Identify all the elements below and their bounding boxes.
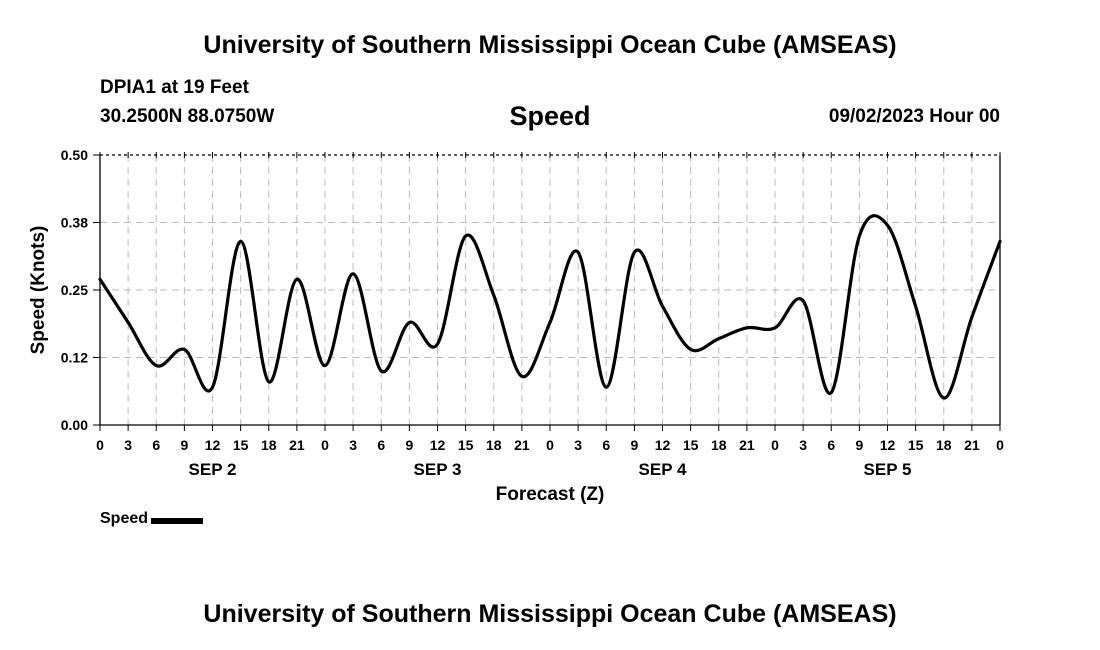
y-tick-label: 0.25	[61, 282, 88, 298]
x-tick-label: 3	[124, 437, 132, 453]
x-tick-label: 18	[711, 437, 727, 453]
y-axis-title: Speed (Knots)	[28, 226, 49, 355]
day-label: SEP 4	[639, 460, 687, 479]
x-tick-label: 0	[996, 437, 1004, 453]
x-tick-label: 9	[855, 437, 863, 453]
x-tick-label: 21	[739, 437, 755, 453]
legend: Speed	[100, 510, 204, 528]
x-tick-label: 18	[261, 437, 277, 453]
x-tick-label: 18	[486, 437, 502, 453]
x-tick-label: 9	[180, 437, 188, 453]
x-axis-title: Forecast (Z)	[496, 484, 605, 505]
x-tick-label: 9	[630, 437, 638, 453]
x-tick-label: 15	[908, 437, 924, 453]
chart-title: University of Southern Mississippi Ocean…	[203, 31, 897, 59]
x-tick-label: 6	[602, 437, 610, 453]
x-tick-label: 3	[799, 437, 807, 453]
variable-title: Speed	[509, 101, 591, 131]
x-tick-label: 15	[683, 437, 699, 453]
y-tick-label: 0.50	[61, 147, 88, 163]
x-tick-label: 3	[574, 437, 582, 453]
x-tick-label: 12	[655, 437, 671, 453]
axes	[93, 152, 1001, 431]
day-label: SEP 3	[414, 460, 462, 479]
x-tick-label: 0	[96, 437, 104, 453]
x-tick-label: 12	[205, 437, 221, 453]
x-tick-label: 6	[377, 437, 385, 453]
x-tick-label: 21	[964, 437, 980, 453]
x-tick-label: 12	[430, 437, 446, 453]
x-tick-label: 6	[152, 437, 160, 453]
legend-line-swatch	[151, 517, 204, 524]
coordinates-label: 30.2500N 88.0750W	[100, 106, 275, 127]
x-tick-label: 0	[321, 437, 329, 453]
datetime-label: 09/02/2023 Hour 00	[828, 106, 1000, 127]
x-tick-label: 6	[827, 437, 835, 453]
x-tick-label: 21	[514, 437, 530, 453]
station-label: DPIA1 at 19 Feet	[100, 77, 249, 98]
x-tick-label: 0	[771, 437, 779, 453]
speed-series-line	[98, 214, 1002, 400]
y-tick-label: 0.38	[61, 215, 88, 231]
legend-label: Speed	[100, 510, 149, 527]
grid-lines	[100, 155, 1000, 425]
y-tick-label: 0.00	[61, 417, 88, 433]
x-tick-label: 9	[405, 437, 413, 453]
x-tick-label: 15	[233, 437, 249, 453]
day-label: SEP 2	[189, 460, 237, 479]
x-tick-label: 3	[349, 437, 357, 453]
axis-labels: 0.00 0.12 0.25 0.38 0.50 0 3 6 9 12 15 18 21 0 3 6 9 12 15…	[28, 147, 1004, 505]
footer-title: University of Southern Mississippi Ocean…	[203, 600, 897, 628]
x-tick-label: 0	[546, 437, 554, 453]
x-tick-label: 18	[936, 437, 952, 453]
y-tick-label: 0.12	[61, 350, 88, 366]
day-label: SEP 5	[864, 460, 912, 479]
x-tick-label: 15	[458, 437, 474, 453]
x-tick-label: 12	[880, 437, 896, 453]
x-tick-label: 21	[289, 437, 305, 453]
